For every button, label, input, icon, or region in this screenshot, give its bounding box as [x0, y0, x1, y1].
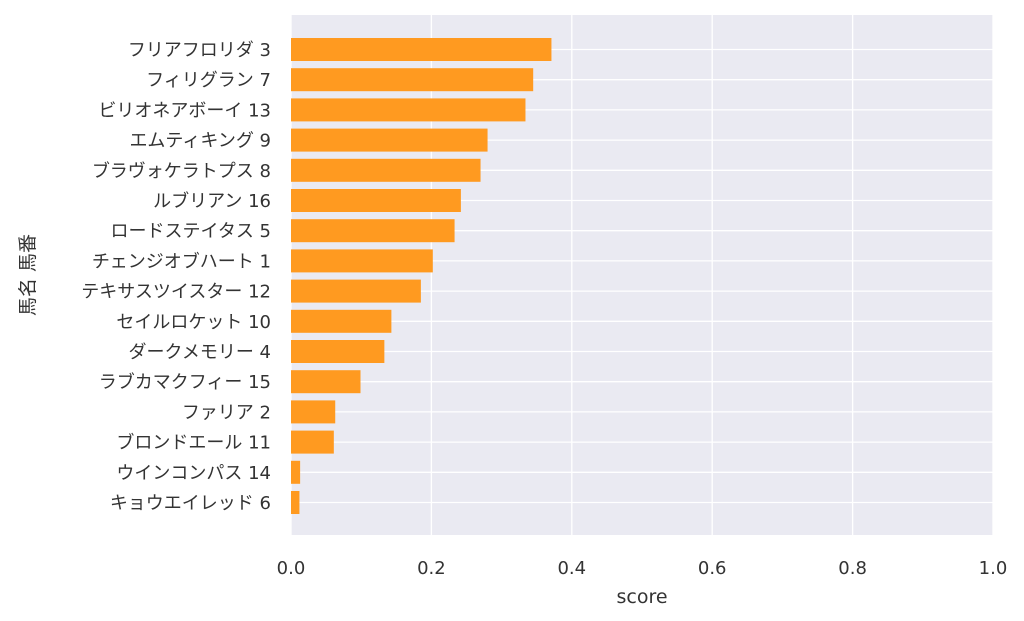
bar: [291, 128, 488, 152]
y-tick-label: ファリア 2: [182, 402, 271, 423]
bar: [291, 460, 301, 484]
bar: [291, 38, 552, 61]
bars: [291, 38, 552, 514]
x-tick-label: 0.6: [698, 558, 727, 579]
y-axis-label: 馬名 馬番: [17, 234, 39, 316]
bar: [291, 430, 334, 454]
x-tick-label: 1.0: [979, 558, 1008, 579]
plot-area: [291, 15, 993, 535]
x-axis-label: score: [616, 586, 667, 608]
y-tick-labels: フリアフロリダ 3 フィリグラン 7 ビリオネアボーイ 13 エムティキング 9 ブラヴ…: [81, 40, 271, 514]
y-tick-label: ラブカマクフィー 15: [99, 371, 271, 393]
y-tick-label: エムティキング 9: [129, 131, 271, 152]
bar: [291, 370, 361, 394]
bar: [291, 98, 526, 122]
y-tick-label: ビリオネアボーイ 13: [98, 100, 271, 121]
y-tick-label: キョウエイレッド 6: [110, 493, 271, 514]
bar: [291, 491, 300, 514]
y-tick-label: ダークメモリー 4: [129, 342, 271, 363]
bar: [291, 340, 385, 363]
y-tick-label: セイルロケット 10: [116, 312, 271, 333]
bar: [291, 309, 392, 333]
x-tick-label: 0.8: [838, 558, 867, 579]
y-tick-label: フィリグラン 7: [146, 70, 271, 91]
x-tick-label: 0.2: [417, 558, 446, 579]
bar: [291, 219, 455, 243]
x-tick-label: 0.4: [557, 558, 586, 579]
bar: [291, 400, 336, 424]
y-tick-label: チェンジオブハート 1: [92, 250, 271, 272]
y-tick-label: ブロンドエール 11: [116, 432, 271, 454]
bar: [291, 279, 421, 303]
bar: [291, 249, 433, 273]
y-tick-label: ウインコンパス 14: [116, 463, 271, 484]
x-tick-label: 0.0: [277, 558, 306, 579]
y-tick-label: フリアフロリダ 3: [128, 40, 271, 61]
bar: [291, 158, 481, 182]
y-tick-label: テキサスツイスター 12: [81, 282, 271, 303]
bar: [291, 189, 461, 212]
y-tick-label: ルブリアン 16: [153, 190, 271, 212]
x-tick-labels: 0.0 0.2 0.4 0.6 0.8 1.0: [277, 558, 1008, 579]
y-tick-label: ロードステイタス 5: [111, 221, 271, 242]
bar: [291, 68, 534, 92]
y-tick-label: ブラヴォケラトプス 8: [92, 160, 271, 182]
